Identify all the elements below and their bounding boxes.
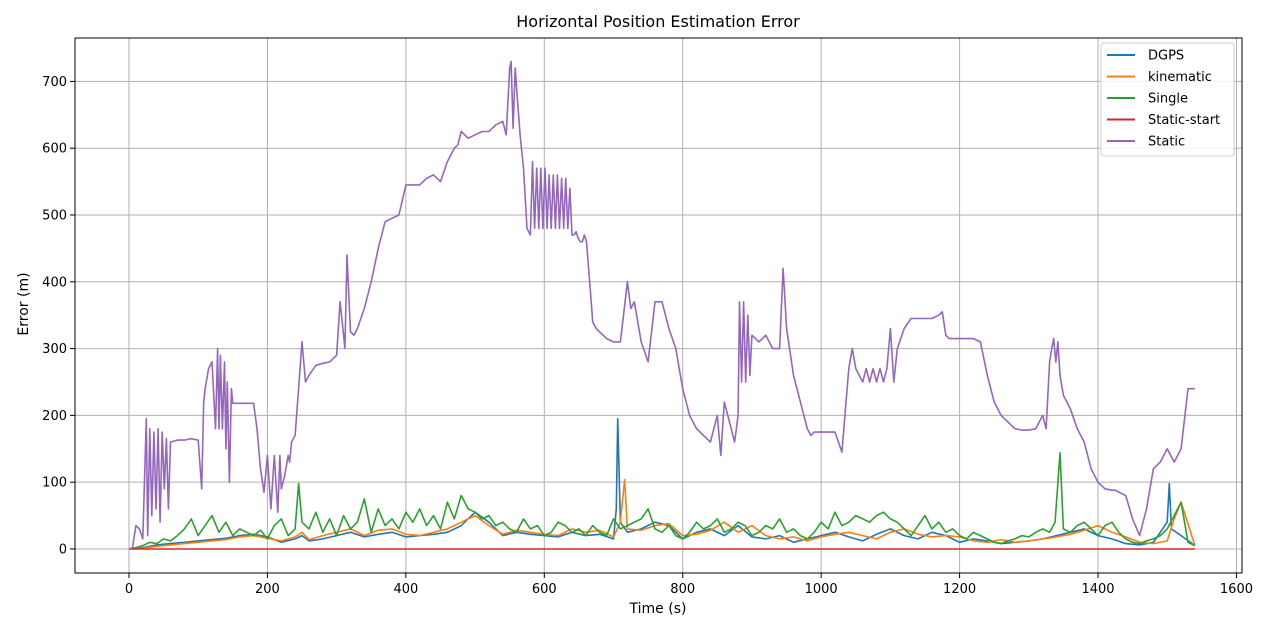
x-tick-label-3: 600	[532, 582, 557, 597]
legend-label-dgps: DGPS	[1148, 49, 1184, 64]
plot-frame	[74, 37, 1243, 574]
legend-frame	[1100, 42, 1235, 157]
y-tick-label-0: 0	[59, 542, 67, 557]
x-tick-label-0: 0	[125, 582, 133, 597]
y-tick-label-2: 200	[42, 409, 67, 424]
y-tick-label-5: 500	[42, 208, 67, 223]
series-line-static	[128, 60, 1195, 550]
x-axis-label: Time (s)	[629, 601, 687, 617]
x-tick-label-7: 1400	[1081, 582, 1114, 597]
y-tick-label-3: 300	[42, 342, 67, 357]
y-axis-label: Error (m)	[16, 272, 32, 335]
legend-label-single: Single	[1148, 92, 1188, 107]
x-tick-label-5: 1000	[805, 582, 838, 597]
y-tick-label-4: 400	[42, 275, 67, 290]
legend-label-static-start: Static-start	[1148, 113, 1220, 128]
y-tick-label-1: 100	[42, 476, 67, 491]
series-line-dgps	[128, 417, 1196, 550]
series-line-single	[128, 451, 1196, 550]
x-tick-label-6: 1200	[943, 582, 976, 597]
y-tick-label-7: 700	[42, 75, 67, 90]
chart-title: Horizontal Position Estimation Error	[516, 12, 800, 31]
y-tick-label-6: 600	[42, 142, 67, 157]
grid-layer	[75, 38, 1242, 573]
series-line-kinematic	[128, 478, 1196, 550]
x-tick-label-4: 800	[670, 582, 695, 597]
x-tick-label-1: 200	[255, 582, 280, 597]
legend-label-kinematic: kinematic	[1148, 70, 1212, 85]
legend: DGPS kinematic Single Static-start Static	[1100, 42, 1235, 157]
x-tick-label-2: 400	[393, 582, 418, 597]
series-layer	[128, 60, 1196, 550]
legend-label-static: Static	[1148, 135, 1185, 150]
x-tick-label-8: 1600	[1220, 582, 1253, 597]
tick-layer: 0 200 400 600 800 1000 1200 1400 1600 0 100 200 300 4…	[42, 75, 1253, 597]
